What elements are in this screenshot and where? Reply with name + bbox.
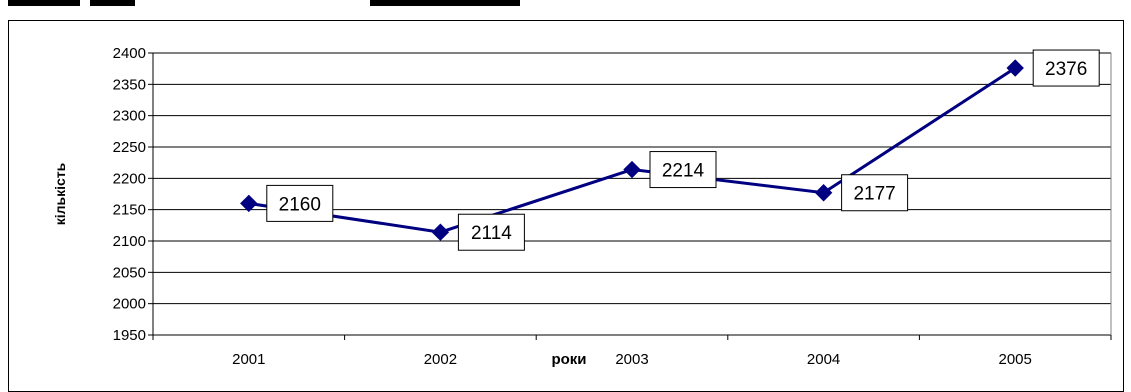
x-tick-label: 2004	[807, 351, 840, 368]
y-axis-title: кількість	[52, 162, 68, 225]
data-label: 2160	[279, 194, 321, 215]
x-tick-label: 2005	[999, 351, 1032, 368]
series	[240, 59, 1024, 241]
y-tick-label: 2000	[113, 296, 146, 313]
data-point-marker	[623, 160, 641, 179]
data-label: 2214	[662, 161, 705, 182]
y-tick-label: 1950	[113, 327, 146, 344]
x-axis-title: роки	[551, 351, 586, 368]
axes: 2400 2350 2300 2250 2200 2150 2100 2050 2000 1950…	[113, 45, 1112, 368]
x-tick-label: 2002	[424, 351, 457, 368]
x-tick-label: 2001	[232, 351, 265, 368]
y-tick-label: 2350	[113, 76, 146, 93]
y-tick-label: 2100	[113, 233, 146, 250]
y-tick-label: 2300	[113, 108, 146, 125]
data-label-box	[266, 184, 334, 222]
y-tick-label: 2150	[113, 202, 146, 219]
data-label-box	[1032, 49, 1100, 87]
data-label-box	[649, 151, 717, 189]
gridlines	[153, 52, 1111, 305]
data-point-marker	[814, 184, 833, 202]
data-point-marker	[240, 194, 258, 213]
y-tick-label: 2400	[113, 45, 146, 62]
cropped-title-remnant	[0, 0, 1131, 10]
y-tick-label: 2200	[113, 170, 146, 187]
data-label: 2177	[853, 184, 895, 205]
data-label: 2114	[471, 223, 512, 244]
data-label-box	[457, 213, 525, 251]
y-tick-label: 2050	[113, 264, 146, 281]
data-labels: 2160 2114 2214 2177 2376	[266, 49, 1100, 251]
data-point-marker	[431, 223, 450, 241]
data-label: 2376	[1045, 59, 1087, 80]
data-point-marker	[1006, 59, 1024, 77]
x-tick-label: 2003	[615, 351, 648, 368]
y-tick-label: 2250	[113, 139, 146, 156]
data-label-box	[841, 174, 909, 212]
